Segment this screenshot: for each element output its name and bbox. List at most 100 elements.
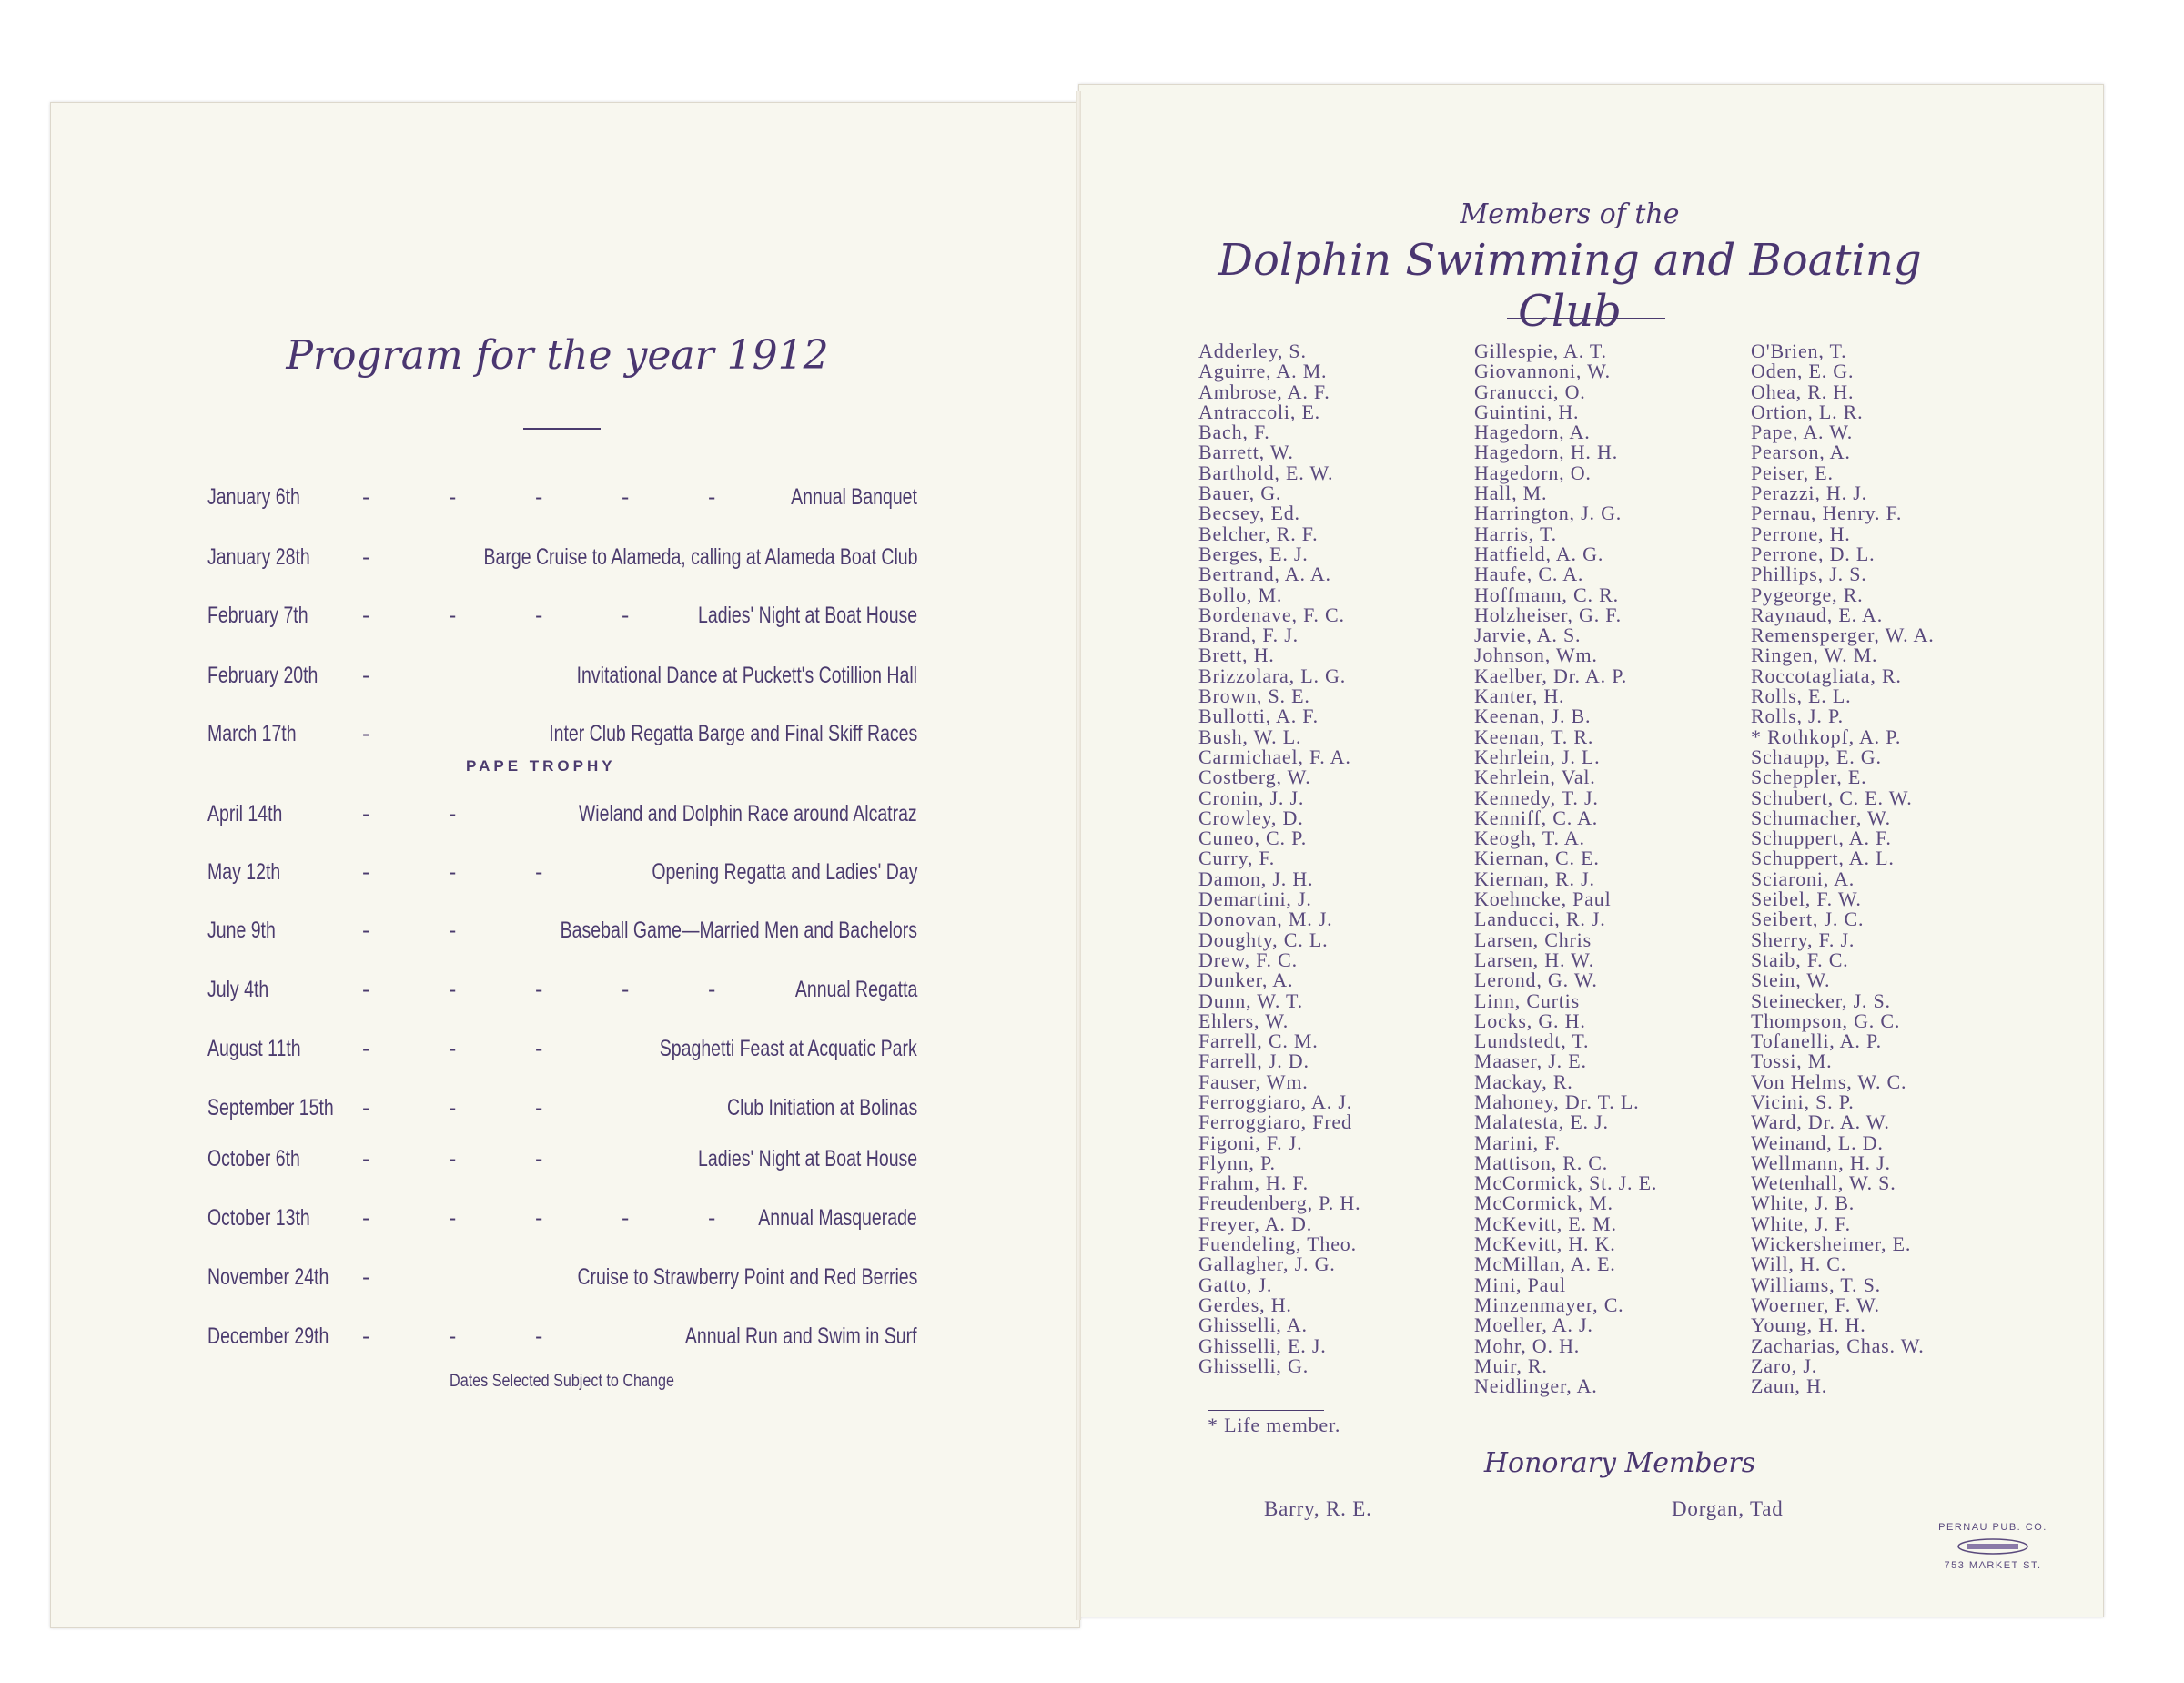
dash-leader: - [535, 1036, 543, 1061]
member-name: Malatesta, E. J. [1474, 1110, 1609, 1134]
member-name: Fauser, Wm. [1198, 1070, 1309, 1093]
member-name: Curry, F. [1198, 847, 1276, 870]
member-name: White, J. B. [1751, 1191, 1855, 1215]
member-name: Maaser, J. E. [1474, 1049, 1587, 1073]
member-name: Woerner, F. W. [1751, 1293, 1880, 1316]
member-name: Rolls, J. P. [1751, 705, 1844, 728]
member-name: Schuppert, A. F. [1751, 826, 1892, 850]
member-name: Fuendeling, Theo. [1198, 1232, 1357, 1256]
member-name: Granucci, O. [1474, 380, 1586, 403]
member-name: Seibert, J. C. [1751, 907, 1865, 931]
member-name: Ehlers, W. [1198, 1009, 1289, 1032]
member-name: Ferroggiaro, A. J. [1198, 1090, 1352, 1113]
member-name: Bordenave, F. C. [1198, 603, 1345, 626]
member-name: McMillan, A. E. [1474, 1252, 1616, 1276]
member-name: Brown, S. E. [1198, 684, 1310, 708]
program-event-row: April 14th - - Wieland and Dolphin Race aro… [207, 801, 917, 830]
member-name: Oden, E. G. [1751, 360, 1855, 383]
member-name: Muir, R. [1474, 1353, 1548, 1377]
union-label-icon [1957, 1538, 2028, 1555]
event-description: Barge Cruise to Alameda, calling at Alam… [483, 544, 917, 570]
member-name: Hatfield, A. G. [1474, 542, 1604, 565]
member-name: Moeller, A. J. [1474, 1313, 1593, 1337]
honorary-member: Dorgan, Tad [1672, 1497, 1784, 1520]
program-event-row: January 6th - - - - - Annual Banquet [207, 484, 917, 513]
member-name: Hoffmann, C. R. [1474, 583, 1619, 606]
dash-leader: - [362, 544, 370, 570]
member-name: Demartini, J. [1198, 887, 1312, 911]
dash-leader: - [449, 1095, 457, 1120]
dash-leader: - [362, 1264, 370, 1290]
member-name: Roccotagliata, R. [1751, 664, 1902, 687]
dash-leader: - [449, 603, 457, 628]
event-date: February 7th [207, 603, 308, 628]
program-note: Dates Selected Subject to Change [450, 1372, 674, 1391]
dash-leader: - [449, 1205, 457, 1231]
dash-leader: - [535, 1205, 543, 1231]
member-name: Carmichael, F. A. [1198, 745, 1351, 768]
dash-leader: - [708, 484, 716, 510]
member-name: Williams, T. S. [1751, 1272, 1881, 1296]
member-name: Lundstedt, T. [1474, 1029, 1590, 1053]
member-name: Keenan, T. R. [1474, 725, 1594, 748]
member-name: Farrell, C. M. [1198, 1029, 1319, 1053]
member-name: Bauer, G. [1198, 482, 1282, 505]
member-name: Gallagher, J. G. [1198, 1252, 1336, 1276]
event-date: May 12th [207, 859, 281, 885]
dash-leader: - [362, 721, 370, 746]
member-name: McKevitt, E. M. [1474, 1212, 1617, 1235]
pape-trophy-label: PAPE TROPHY [466, 757, 616, 775]
club-name-heading: Dolphin Swimming and Boating Club [1218, 235, 1922, 337]
member-name: Peiser, E. [1751, 461, 1834, 484]
member-name: Donovan, M. J. [1198, 907, 1333, 931]
member-name: Mattison, R. C. [1474, 1151, 1609, 1174]
dash-leader: - [362, 977, 370, 1002]
member-name: Keenan, J. B. [1474, 705, 1592, 728]
member-name: Wellmann, H. J. [1751, 1151, 1891, 1174]
member-name: Rolls, E. L. [1751, 684, 1852, 708]
dash-leader: - [362, 918, 370, 943]
member-name: Gillespie, A. T. [1474, 340, 1607, 362]
event-description: Annual Run and Swim in Surf [685, 1323, 917, 1349]
member-name: Steinecker, J. S. [1751, 989, 1891, 1012]
member-name: Ghisselli, E. J. [1198, 1333, 1327, 1357]
dash-leader: - [535, 1095, 543, 1120]
member-name: Freudenberg, P. H. [1198, 1191, 1361, 1215]
member-name: Remensperger, W. A. [1751, 624, 1935, 647]
member-name: Mini, Paul [1474, 1272, 1566, 1296]
member-name: Dunn, W. T. [1198, 989, 1303, 1012]
member-name: Mackay, R. [1474, 1070, 1573, 1093]
event-description: Annual Banquet [791, 484, 917, 510]
event-date: March 17th [207, 721, 297, 746]
program-event-row: March 17th - Inter Club Regatta Barge and … [207, 721, 917, 750]
event-date: April 14th [207, 801, 283, 826]
event-date: October 6th [207, 1146, 300, 1171]
member-name: Flynn, P. [1198, 1151, 1276, 1174]
member-name: Kiernan, R. J. [1474, 867, 1595, 890]
member-name: Giovannoni, W. [1474, 360, 1611, 383]
dash-leader: - [708, 1205, 716, 1231]
dash-leader: - [622, 484, 630, 510]
event-date: October 13th [207, 1205, 310, 1231]
member-name: Jarvie, A. S. [1474, 624, 1582, 647]
member-name: McCormick, M. [1474, 1191, 1613, 1215]
member-name: Wickersheimer, E. [1751, 1232, 1912, 1256]
member-name: Sherry, F. J. [1751, 928, 1855, 951]
member-name: Ghisselli, A. [1198, 1313, 1308, 1337]
publisher-name: PERNAU PUB. CO. [1938, 1522, 2048, 1533]
program-title: Program for the year 1912 [286, 332, 829, 379]
members-column-1: Adderley, S. Aguirre, A. M. Ambrose, A. F.… [1198, 340, 1361, 1376]
member-name: Ortion, L. R. [1751, 400, 1864, 423]
dash-leader: - [449, 801, 457, 826]
dash-leader: - [449, 1146, 457, 1171]
member-name: Frahm, H. F. [1198, 1171, 1309, 1195]
member-name: Kiernan, C. E. [1474, 847, 1600, 870]
member-name: Kaelber, Dr. A. P. [1474, 664, 1628, 687]
member-name: Perrone, D. L. [1751, 542, 1876, 565]
program-event-row: October 13th - - - - - Annual Masquerade [207, 1205, 917, 1234]
member-name: Cuneo, C. P. [1198, 826, 1308, 850]
member-name: McKevitt, H. K. [1474, 1232, 1616, 1256]
event-date: January 28th [207, 544, 310, 570]
member-name: Hagedorn, O. [1474, 461, 1592, 484]
dash-leader: - [449, 484, 457, 510]
